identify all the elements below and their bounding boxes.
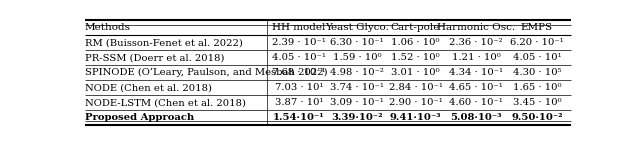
Text: 1.59 · 10⁰: 1.59 · 10⁰ — [333, 53, 381, 62]
Text: 5.08·10⁻³: 5.08·10⁻³ — [451, 113, 502, 122]
Text: NODE (Chen et al. 2018): NODE (Chen et al. 2018) — [85, 83, 212, 92]
Text: 1.52 · 10⁰: 1.52 · 10⁰ — [391, 53, 440, 62]
Text: 6.20 · 10⁻¹: 6.20 · 10⁻¹ — [510, 38, 564, 47]
Text: 2.39 · 10⁻¹: 2.39 · 10⁻¹ — [272, 38, 326, 47]
Text: 7.03 · 10¹: 7.03 · 10¹ — [275, 83, 323, 92]
Text: 4.98 · 10⁻²: 4.98 · 10⁻² — [330, 68, 384, 77]
Text: 3.09 · 10⁻¹: 3.09 · 10⁻¹ — [330, 98, 384, 107]
Text: 1.21 · 10⁰: 1.21 · 10⁰ — [452, 53, 500, 62]
Text: Proposed Approach: Proposed Approach — [85, 113, 194, 122]
Text: Harmonic Osc.: Harmonic Osc. — [437, 23, 515, 32]
Text: RM (Buisson-Fenet et al. 2022): RM (Buisson-Fenet et al. 2022) — [85, 38, 243, 47]
Text: PR-SSM (Doerr et al. 2018): PR-SSM (Doerr et al. 2018) — [85, 53, 225, 62]
Text: SPINODE (O’Leary, Paulson, and Mesbah 2022): SPINODE (O’Leary, Paulson, and Mesbah 20… — [85, 68, 328, 77]
Text: EMPS: EMPS — [521, 23, 553, 32]
Text: 1.06 · 10⁰: 1.06 · 10⁰ — [391, 38, 440, 47]
Text: 9.41·10⁻³: 9.41·10⁻³ — [390, 113, 441, 122]
Text: 3.39·10⁻²: 3.39·10⁻² — [332, 113, 383, 122]
Text: 3.01 · 10⁰: 3.01 · 10⁰ — [391, 68, 440, 77]
Text: NODE-LSTM (Chen et al. 2018): NODE-LSTM (Chen et al. 2018) — [85, 98, 246, 107]
Text: HH model: HH model — [272, 23, 326, 32]
Text: 4.65 · 10⁻¹: 4.65 · 10⁻¹ — [449, 83, 503, 92]
Text: 3.87 · 10¹: 3.87 · 10¹ — [275, 98, 323, 107]
Text: 4.34 · 10⁻¹: 4.34 · 10⁻¹ — [449, 68, 503, 77]
Text: 1.65 · 10⁰: 1.65 · 10⁰ — [513, 83, 561, 92]
Text: 4.30 · 10⁵: 4.30 · 10⁵ — [513, 68, 561, 77]
Text: 4.05 · 10⁻¹: 4.05 · 10⁻¹ — [272, 53, 326, 62]
Text: 2.90 · 10⁻¹: 2.90 · 10⁻¹ — [388, 98, 442, 107]
Text: 2.36 · 10⁻²: 2.36 · 10⁻² — [449, 38, 503, 47]
Text: Methods: Methods — [85, 23, 131, 32]
Text: 3.74 · 10⁻¹: 3.74 · 10⁻¹ — [330, 83, 384, 92]
Text: 4.60 · 10⁻¹: 4.60 · 10⁻¹ — [449, 98, 503, 107]
Text: 7.68 · 10⁻¹: 7.68 · 10⁻¹ — [272, 68, 326, 77]
Text: Yeast Glyco.: Yeast Glyco. — [325, 23, 389, 32]
Text: 9.50·10⁻²: 9.50·10⁻² — [511, 113, 563, 122]
Text: 3.45 · 10⁰: 3.45 · 10⁰ — [513, 98, 561, 107]
Text: 2.84 · 10⁻¹: 2.84 · 10⁻¹ — [388, 83, 442, 92]
Text: Cart-pole: Cart-pole — [391, 23, 440, 32]
Text: 4.05 · 10¹: 4.05 · 10¹ — [513, 53, 561, 62]
Text: 6.30 · 10⁻¹: 6.30 · 10⁻¹ — [330, 38, 384, 47]
Text: 1.54·10⁻¹: 1.54·10⁻¹ — [273, 113, 324, 122]
